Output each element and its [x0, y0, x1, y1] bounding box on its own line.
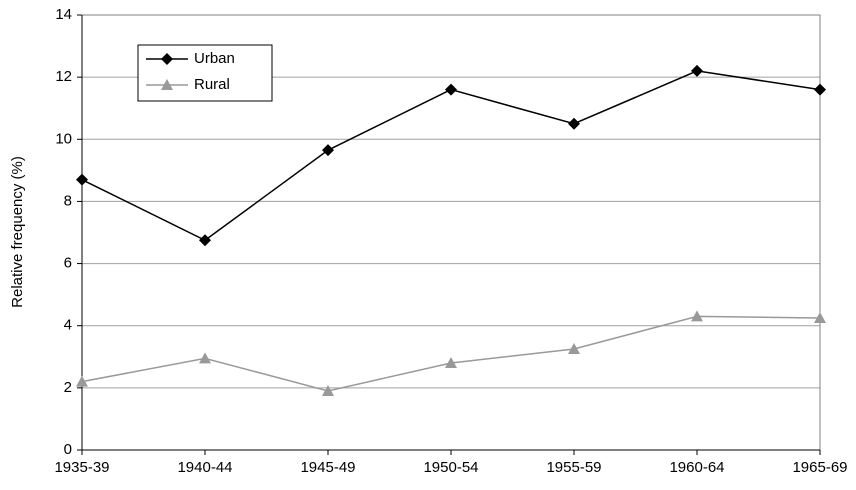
y-tick-label: 8	[64, 192, 72, 209]
x-tick-label: 1955-59	[546, 459, 601, 476]
y-tick-label: 10	[55, 130, 72, 147]
marker	[76, 173, 88, 186]
y-tick-label: 6	[64, 255, 72, 272]
x-tick-label: 1950-54	[423, 459, 478, 476]
marker	[76, 375, 88, 387]
marker	[445, 357, 457, 368]
marker	[691, 64, 703, 77]
marker	[568, 117, 580, 130]
marker	[568, 343, 580, 355]
marker	[161, 79, 173, 90]
y-tick-label: 0	[64, 441, 72, 458]
marker	[199, 234, 211, 247]
y-tick-label: 4	[64, 317, 72, 334]
legend-label: Urban	[194, 50, 235, 67]
marker	[161, 53, 173, 65]
legend-box	[137, 44, 273, 102]
marker	[814, 83, 826, 96]
y-axis-label: Relative frequency (%)	[9, 156, 26, 308]
y-tick-label: 14	[55, 6, 72, 23]
marker	[691, 310, 703, 322]
y-tick-label: 2	[64, 379, 72, 396]
x-tick-label: 1940-44	[177, 459, 232, 476]
x-tick-label: 1935-39	[54, 459, 109, 476]
marker	[322, 384, 334, 396]
legend-label: Rural	[194, 76, 230, 93]
marker	[445, 83, 457, 96]
y-tick-label: 12	[55, 68, 72, 85]
x-tick-label: 1960-64	[669, 459, 724, 476]
marker	[199, 352, 211, 364]
marker	[814, 311, 826, 323]
marker	[322, 144, 334, 157]
series-line	[81, 315, 821, 392]
x-tick-label: 1965-69	[792, 459, 847, 476]
x-tick-label: 1945-49	[300, 459, 355, 476]
